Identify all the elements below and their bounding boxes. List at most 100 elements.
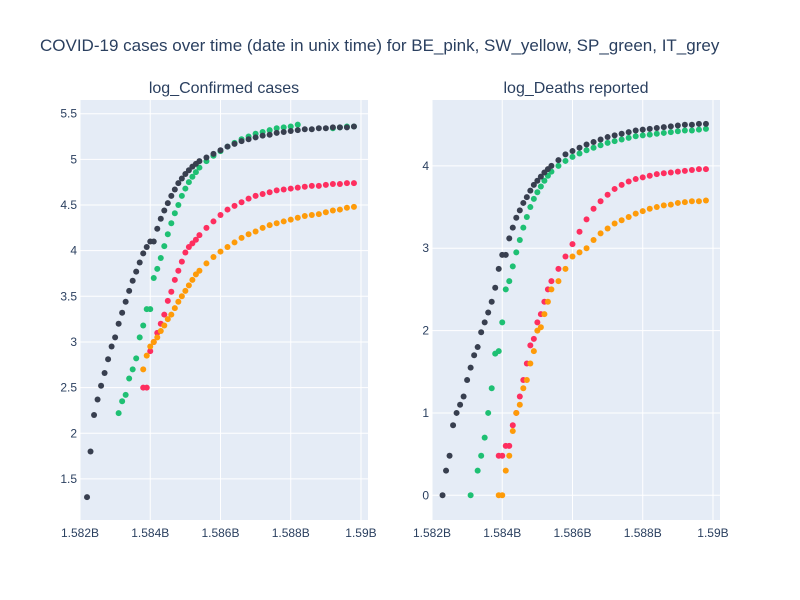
data-point [520, 385, 527, 392]
data-point [182, 249, 189, 256]
data-point [667, 129, 674, 136]
data-point [175, 298, 182, 305]
data-point [280, 124, 287, 131]
data-point [499, 492, 506, 499]
data-point [562, 157, 569, 164]
data-point [534, 319, 541, 326]
data-point [674, 128, 681, 135]
data-point [590, 237, 597, 243]
data-point [688, 167, 695, 173]
data-point [702, 120, 709, 127]
data-point [143, 352, 150, 359]
data-point [231, 140, 238, 147]
data-point [259, 191, 266, 198]
data-point [210, 254, 217, 261]
data-point [495, 348, 502, 355]
data-point [509, 428, 516, 435]
data-point [499, 319, 506, 326]
data-point [84, 494, 91, 501]
data-point [646, 172, 653, 179]
data-point [530, 335, 537, 342]
data-point [273, 220, 280, 227]
x-tick-label: 1.588B [272, 526, 310, 540]
data-point [516, 393, 523, 400]
data-point [471, 352, 478, 359]
data-point [583, 245, 590, 252]
data-point [164, 316, 171, 323]
data-point [597, 230, 604, 237]
data-point [350, 123, 357, 130]
data-point [443, 467, 450, 474]
data-point [154, 225, 161, 232]
data-point [583, 147, 590, 154]
chart-title: COVID-19 cases over time (date in unix t… [40, 36, 720, 55]
data-point [555, 157, 562, 164]
data-point [667, 123, 674, 130]
data-point [516, 237, 523, 243]
data-point [523, 194, 530, 201]
x-tick-label: 1.59B [345, 526, 376, 540]
data-point [639, 174, 646, 181]
data-point [171, 186, 178, 193]
data-point [336, 181, 343, 187]
data-point [175, 180, 182, 187]
data-point [273, 187, 280, 194]
data-point [632, 210, 639, 217]
data-point [154, 265, 161, 272]
subplot-title: log_Deaths reported [504, 80, 649, 97]
subplot-confirmed: 1.582B 1.584B 1.586B 1.588B 1.59B 1.5 2 2.5 3 3.5… [60, 80, 376, 540]
x-tick-label: 1.588B [624, 526, 662, 540]
series-SP [467, 125, 709, 499]
data-point [105, 356, 112, 363]
series-SW [140, 203, 357, 373]
data-point [329, 124, 336, 131]
data-point [126, 287, 133, 294]
data-point [453, 409, 460, 416]
data-point [192, 169, 199, 176]
data-point [488, 298, 495, 305]
data-point [129, 366, 136, 373]
data-point [660, 129, 667, 136]
data-point [688, 121, 695, 128]
data-point [674, 168, 681, 175]
data-point [548, 286, 555, 293]
data-point [488, 385, 495, 392]
data-point [224, 206, 231, 213]
data-point [485, 409, 492, 416]
data-point [143, 384, 150, 391]
data-point [252, 134, 259, 141]
data-point [210, 150, 217, 157]
data-point [178, 293, 185, 300]
data-point [178, 192, 185, 199]
data-point [604, 139, 611, 146]
y-tick-label: 5 [70, 152, 77, 166]
data-point [136, 259, 143, 266]
data-point [140, 322, 147, 329]
data-point [178, 175, 185, 182]
data-point [674, 199, 681, 206]
data-point [115, 410, 122, 417]
data-point [467, 364, 474, 371]
data-point [660, 170, 667, 177]
data-point [294, 127, 301, 134]
data-point [702, 166, 709, 173]
data-point [541, 177, 548, 184]
data-point [597, 198, 604, 205]
data-point [569, 153, 576, 160]
data-point [611, 220, 618, 227]
data-point [513, 214, 520, 221]
data-point [632, 176, 639, 183]
data-point [315, 182, 322, 189]
data-point [171, 305, 178, 312]
data-point [129, 277, 136, 284]
data-point [147, 348, 154, 355]
data-point [154, 334, 161, 341]
data-point [702, 197, 709, 204]
data-point [315, 211, 322, 218]
y-tick-label: 3.5 [60, 289, 77, 303]
data-point [513, 249, 520, 256]
data-point [632, 127, 639, 134]
x-tick-label: 1.584B [131, 526, 169, 540]
